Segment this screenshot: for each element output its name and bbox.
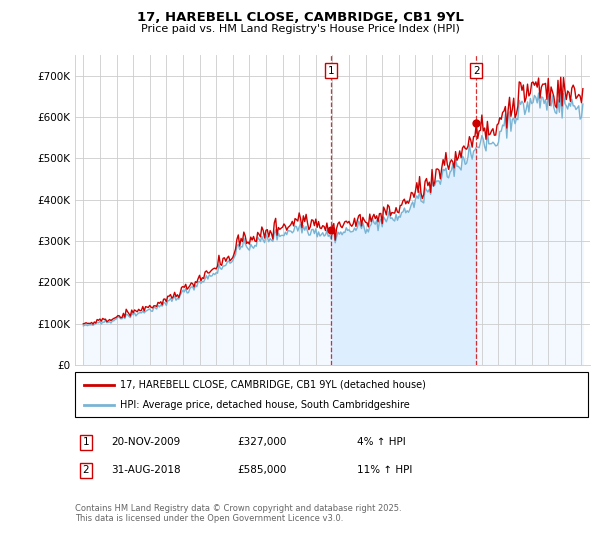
Text: 1: 1	[82, 437, 89, 447]
Text: 4% ↑ HPI: 4% ↑ HPI	[357, 437, 406, 447]
Text: Contains HM Land Registry data © Crown copyright and database right 2025.
This d: Contains HM Land Registry data © Crown c…	[75, 504, 401, 524]
Text: 17, HAREBELL CLOSE, CAMBRIDGE, CB1 9YL: 17, HAREBELL CLOSE, CAMBRIDGE, CB1 9YL	[137, 11, 463, 24]
Text: 11% ↑ HPI: 11% ↑ HPI	[357, 465, 412, 475]
Text: 17, HAREBELL CLOSE, CAMBRIDGE, CB1 9YL (detached house): 17, HAREBELL CLOSE, CAMBRIDGE, CB1 9YL (…	[120, 380, 426, 390]
Text: 31-AUG-2018: 31-AUG-2018	[111, 465, 181, 475]
Text: Price paid vs. HM Land Registry's House Price Index (HPI): Price paid vs. HM Land Registry's House …	[140, 24, 460, 34]
Text: HPI: Average price, detached house, South Cambridgeshire: HPI: Average price, detached house, Sout…	[120, 400, 410, 410]
Text: £327,000: £327,000	[237, 437, 286, 447]
Text: 2: 2	[473, 66, 479, 76]
Text: 2: 2	[82, 465, 89, 475]
Text: 20-NOV-2009: 20-NOV-2009	[111, 437, 180, 447]
Text: £585,000: £585,000	[237, 465, 286, 475]
Text: 1: 1	[328, 66, 334, 76]
